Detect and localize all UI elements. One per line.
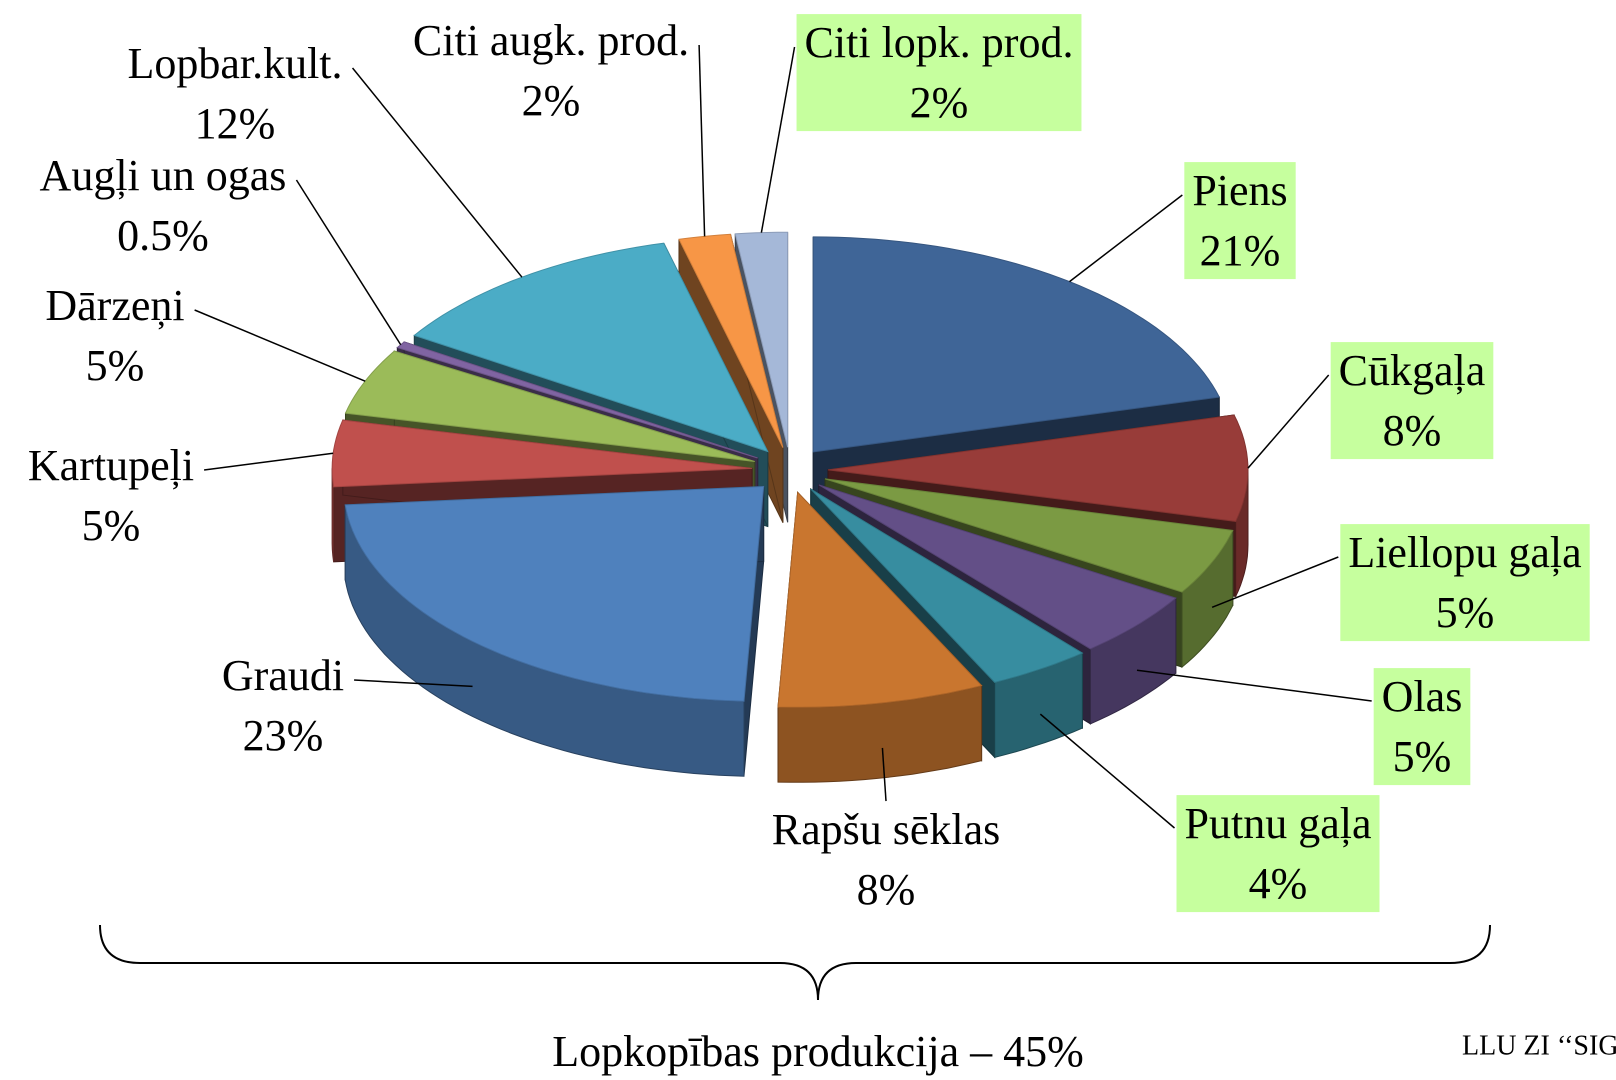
slice: [810, 488, 1084, 683]
slice-value-label: 21%: [1200, 226, 1281, 275]
slice-label: Putnu gaļa: [1185, 799, 1372, 848]
brace: [99, 924, 1491, 1001]
slice-label: Citi augk. prod.: [413, 16, 689, 65]
slice-value-label: 23%: [243, 711, 324, 760]
source: LLU ZI ‘‘SIG: [1462, 1030, 1616, 1061]
slice: [777, 491, 983, 708]
slice: [824, 478, 1234, 593]
slice: [331, 419, 753, 488]
leader-line: [1247, 374, 1330, 469]
leader-line: [354, 679, 473, 688]
slice-label: Citi lopk. prod.: [805, 18, 1074, 67]
label-background: [1340, 524, 1590, 642]
slice: [818, 484, 1177, 650]
label-background: [1184, 162, 1296, 280]
leader-line: [203, 452, 334, 471]
slice: [413, 242, 769, 453]
slice-value-label: 5%: [86, 341, 145, 390]
slice: [344, 485, 765, 702]
slice: [344, 350, 755, 462]
label-background: [1330, 342, 1494, 460]
leader-line: [760, 46, 796, 233]
leader-line: [881, 747, 887, 802]
slice-label: Rapšu sēklas: [772, 805, 1001, 854]
slice-value-label: 2%: [522, 76, 581, 125]
annotation: Lopkopības produkcija – 45%: [552, 1027, 1084, 1076]
leader-line: [698, 44, 706, 237]
slice-value-label: 5%: [1393, 732, 1452, 781]
slice-label: Piens: [1192, 166, 1287, 215]
leader-line: [1211, 556, 1339, 608]
slice-label: Graudi: [222, 651, 344, 700]
slice-value-label: 8%: [1383, 406, 1442, 455]
slice: [678, 233, 784, 448]
leader-line: [1039, 713, 1175, 829]
slice-label: Liellopu gaļa: [1348, 528, 1581, 577]
slice-value-label: 8%: [857, 865, 916, 914]
slice-value-label: 5%: [1436, 588, 1495, 637]
slice-label: Cūkgaļa: [1339, 346, 1486, 395]
slice-label: Lopbar.kult.: [127, 39, 342, 88]
leader-line: [1136, 669, 1372, 702]
leader-line: [1069, 194, 1183, 283]
slice-value-label: 2%: [910, 78, 969, 127]
slice-label: Dārzeņi: [45, 281, 184, 330]
label-background: [1373, 668, 1471, 786]
slice-label: Olas: [1382, 672, 1463, 721]
leader-line: [351, 67, 523, 278]
slice-value-label: 12%: [195, 99, 276, 148]
leader-line: [194, 309, 366, 382]
slice-value-label: 4%: [1249, 859, 1308, 908]
slice-label: Kartupeļi: [28, 441, 194, 490]
label-background: [796, 14, 1082, 132]
slice: [812, 236, 1221, 453]
slice-value-label: 5%: [82, 501, 141, 550]
label-background: [1176, 795, 1380, 913]
slice: [827, 414, 1249, 522]
slice-label: Augļi un ogas: [40, 151, 287, 200]
leader-line: [295, 179, 402, 346]
slice-value-label: 0.5%: [117, 211, 209, 260]
